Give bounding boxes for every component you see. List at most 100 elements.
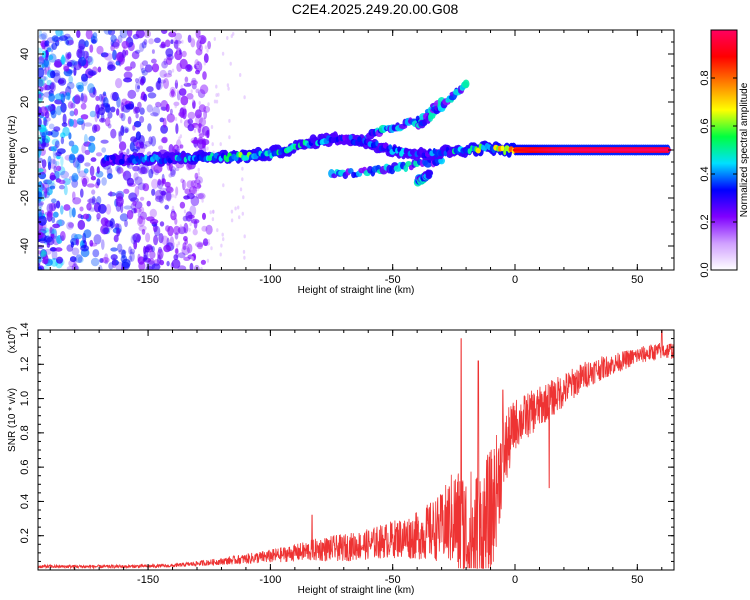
spectrogram-noise-cell xyxy=(167,225,174,237)
spectrogram-noise-cell xyxy=(229,61,232,66)
spectrogram-noise-cell xyxy=(243,255,246,260)
spectrogram-noise-cell xyxy=(178,112,183,117)
spectrogram-noise-cell xyxy=(210,246,213,251)
spectrogram-noise-cell xyxy=(59,231,66,241)
spectrogram-noise-cell xyxy=(105,117,111,127)
colorbar-ticks: 0.0 0.2 0.4 0.6 0.8 xyxy=(699,70,737,278)
spectrogram-noise-cell xyxy=(215,99,219,104)
spectrogram-noise-cell xyxy=(198,104,206,113)
spectrogram-noise-cell xyxy=(172,242,176,247)
spectrogram-noise-cell xyxy=(177,241,181,246)
spectrogram-noise-cell xyxy=(186,93,194,100)
spectrogram-noise-cell xyxy=(38,231,44,240)
spectrogram-noise-cell xyxy=(67,101,74,109)
spectrogram-noise-cell xyxy=(46,179,55,186)
spectrogram-noise-cell xyxy=(49,229,57,235)
spectrogram-noise-cell xyxy=(73,174,79,181)
spectrogram-branch-cell xyxy=(462,79,470,89)
spectrogram-noise-cell xyxy=(89,165,95,177)
spectrogram-noise-cell xyxy=(183,184,187,189)
spectrogram-noise-cell xyxy=(110,254,118,261)
spectrogram-noise-cell xyxy=(137,253,141,262)
spectrogram-noise-cell xyxy=(171,212,175,217)
spectrogram-noise-cell xyxy=(174,104,177,109)
spectrogram-noise-cell xyxy=(151,178,159,189)
spectrogram-noise-cell xyxy=(153,225,161,237)
spectrogram-noise-cell xyxy=(51,35,59,42)
spectrogram-noise-cell xyxy=(143,30,151,38)
spectrogram-noise-cell xyxy=(105,104,111,113)
spectrogram-noise-cell xyxy=(73,108,79,116)
spectrogram-noise-cell xyxy=(132,200,137,206)
spectrogram-noise-cell xyxy=(185,244,189,249)
spectrogram-noise-cell xyxy=(149,208,157,218)
spectrogram-noise-cell xyxy=(53,203,57,209)
spectrogram-noise-cell xyxy=(178,88,187,96)
spectrogram-noise-cell xyxy=(188,227,191,232)
snr-x-axis: -150 -100 -50 0 50 xyxy=(49,330,663,586)
spectrogram-noise-cell xyxy=(164,204,169,210)
spectrogram-noise-cell xyxy=(91,195,96,205)
spectrogram-noise-cell xyxy=(119,30,128,39)
spectrogram-noise-cell xyxy=(195,193,204,200)
spectrogram-noise-cell xyxy=(75,160,81,170)
spectrogram-noise-cell xyxy=(221,51,225,56)
spectrogram-noise-cell xyxy=(53,126,61,132)
spectrogram-noise-cell xyxy=(38,210,42,219)
spectrogram-noise-cell xyxy=(146,104,153,113)
spectrogram-noise-cell xyxy=(189,205,197,217)
spectrogram-noise-cell xyxy=(159,79,167,84)
spectrogram-noise-cell xyxy=(69,110,75,117)
spectrogram-noise-cell xyxy=(174,248,179,255)
spectrogram-noise-cell xyxy=(68,140,75,147)
spectrogram-noise-cell xyxy=(152,106,161,117)
spectrogram-noise-cell xyxy=(83,133,88,145)
spectrogram-noise-cell xyxy=(117,243,123,253)
spectrogram-noise-cell xyxy=(147,92,157,99)
spectrogram-noise-cell xyxy=(242,249,246,254)
spectrogram-noise-cell xyxy=(120,102,125,112)
spectrogram-noise-cell xyxy=(183,180,186,185)
spectrogram-noise-cell xyxy=(203,113,206,118)
spectrogram-noise-cell xyxy=(217,92,220,97)
spectrogram-noise-cell xyxy=(90,35,98,45)
spectrogram-noise-cell xyxy=(79,206,84,212)
spectrogram-noise-cell xyxy=(155,189,164,200)
spectrogram-noise-cell xyxy=(38,201,45,206)
snr-multiplier: (x104) xyxy=(6,327,18,354)
spectrogram-noise-cell xyxy=(55,151,62,156)
spectrogram-noise-cell xyxy=(179,58,188,70)
spectrogram-noise-cell xyxy=(206,146,209,151)
spectrogram-noise-cell xyxy=(97,203,107,214)
spectrogram-noise-cell xyxy=(149,218,159,225)
spectrogram-noise-cell xyxy=(100,52,109,58)
spectrogram-noise-cell xyxy=(111,91,119,102)
spectrogram-noise-cell xyxy=(55,105,62,116)
spectrogram-noise-cell xyxy=(38,78,45,87)
y-tick-label: 0.8 xyxy=(19,425,31,440)
spectrogram-noise-cell xyxy=(121,258,131,269)
spectrogram-noise-cell xyxy=(197,242,203,250)
spectrogram-y-axis: -40 -20 0 20 40 xyxy=(19,29,674,271)
spectrogram-noise-cell xyxy=(201,139,210,146)
spectrogram-noise-cell xyxy=(200,36,206,45)
spectrogram-noise-cell xyxy=(44,111,50,119)
spectrogram-noise-cell xyxy=(180,95,189,106)
snr-plot-area xyxy=(38,330,674,570)
spectrogram-noise-cell xyxy=(73,265,80,270)
spectrogram-noise-cell xyxy=(132,233,142,243)
colorbar: 0.0 0.2 0.4 0.6 0.8 Normalized spectral ampl… xyxy=(699,29,750,278)
spectrogram-noise-cell xyxy=(189,262,194,270)
snr-panel: -150 -100 -50 0 50 0.2 0.4 0.6 0.8 1.0 1.2 1.4 Hei… xyxy=(6,322,675,596)
spectrogram-noise-cell xyxy=(137,182,146,191)
spectrogram-noise-cell xyxy=(202,238,209,247)
spectrogram-noise-cell xyxy=(123,205,132,210)
spectrogram-noise-cell xyxy=(203,53,209,64)
spectrogram-noise-cell xyxy=(89,87,97,98)
spectrogram-noise-cell xyxy=(192,228,198,236)
spectrogram-noise-cell xyxy=(183,235,188,242)
spectrogram-noise-cell xyxy=(155,101,162,108)
spectrogram-noise-cell xyxy=(129,141,135,152)
spectrogram-noise-cell xyxy=(174,217,178,225)
spectrogram-noise-cell xyxy=(38,30,43,37)
